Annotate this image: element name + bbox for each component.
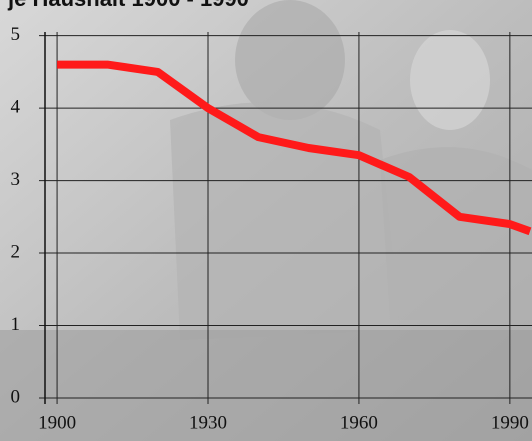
x-tick-label: 1930 <box>189 412 227 433</box>
x-tick-label: 1960 <box>340 412 378 433</box>
photo-floor <box>0 330 532 441</box>
chart-title: je Haushalt 1900 - 1990 <box>7 0 249 11</box>
x-tick-label: 1990 <box>491 412 529 433</box>
y-tick-label: 4 <box>11 96 21 117</box>
photo-figure <box>170 102 400 340</box>
chart: je Haushalt 1900 - 1990 0 1 2 3 4 5 1900 1930 19… <box>0 0 532 441</box>
y-tick-label: 3 <box>11 169 21 190</box>
y-tick-label: 2 <box>11 241 21 262</box>
photo-figure <box>410 30 490 130</box>
y-tick-label: 0 <box>11 386 21 407</box>
x-tick-label: 1900 <box>38 412 76 433</box>
y-tick-label: 1 <box>11 314 21 335</box>
photo-figure <box>235 0 345 120</box>
y-tick-label: 5 <box>11 24 21 45</box>
